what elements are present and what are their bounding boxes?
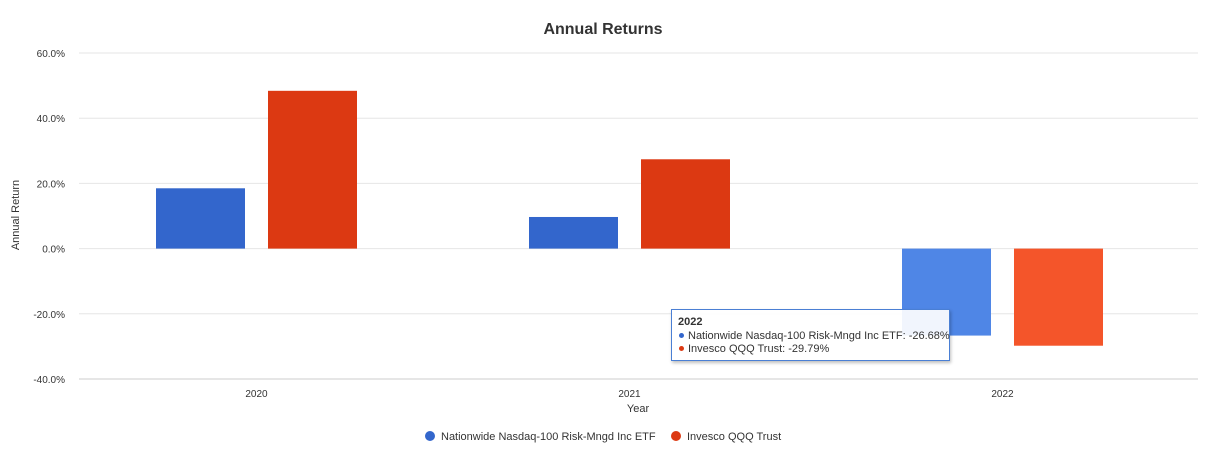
legend[interactable]: Nationwide Nasdaq-100 Risk-Mngd Inc ETF I… bbox=[425, 431, 781, 443]
y-tick-label: 60.0% bbox=[37, 49, 65, 60]
bar-2022-series-2[interactable] bbox=[1014, 248, 1103, 346]
x-tick-label: 2022 bbox=[991, 389, 1014, 400]
x-axis-ticks: 2020 2021 2022 bbox=[245, 389, 1014, 400]
x-tick-label: 2020 bbox=[245, 389, 268, 400]
bar-2021-series-1[interactable] bbox=[529, 216, 618, 249]
bar-2021-series-2[interactable] bbox=[641, 159, 730, 249]
hover-tooltip: 2022 Nationwide Nasdaq-100 Risk-Mngd Inc… bbox=[671, 309, 950, 361]
y-tick-label: -40.0% bbox=[33, 375, 65, 386]
y-tick-label: 40.0% bbox=[37, 114, 65, 125]
y-axis-label: Annual Return bbox=[10, 180, 22, 250]
y-tick-label: 20.0% bbox=[37, 179, 65, 190]
legend-label[interactable]: Invesco QQQ Trust bbox=[687, 431, 781, 443]
series-2-dot-icon bbox=[679, 346, 684, 352]
y-tick-label: -20.0% bbox=[33, 310, 65, 321]
y-axis-ticks: 60.0% 40.0% 20.0% 0.0% -20.0% -40.0% bbox=[33, 49, 65, 386]
bar-2020-series-1[interactable] bbox=[156, 188, 245, 249]
tooltip-row-series-1: Nationwide Nasdaq-100 Risk-Mngd Inc ETF:… bbox=[678, 330, 950, 343]
legend-swatch-icon[interactable] bbox=[671, 431, 681, 441]
series-1-dot-icon bbox=[679, 333, 684, 339]
tooltip-row-1-text: Nationwide Nasdaq-100 Risk-Mngd Inc ETF:… bbox=[688, 330, 950, 342]
tooltip-row-series-2: Invesco QQQ Trust: -29.79% bbox=[678, 343, 943, 356]
bars[interactable] bbox=[156, 90, 1103, 346]
x-tick-label: 2021 bbox=[618, 389, 641, 400]
legend-swatch-icon[interactable] bbox=[425, 431, 435, 441]
tooltip-row-2-text: Invesco QQQ Trust: -29.79% bbox=[688, 343, 830, 355]
bar-2020-series-2[interactable] bbox=[268, 90, 357, 249]
x-axis-label: Year bbox=[627, 403, 650, 415]
chart-title: Annual Returns bbox=[543, 21, 662, 38]
y-tick-label: 0.0% bbox=[42, 245, 65, 256]
legend-label[interactable]: Nationwide Nasdaq-100 Risk-Mngd Inc ETF bbox=[441, 431, 656, 443]
tooltip-title: 2022 bbox=[678, 316, 703, 328]
gridlines bbox=[79, 52, 1198, 380]
